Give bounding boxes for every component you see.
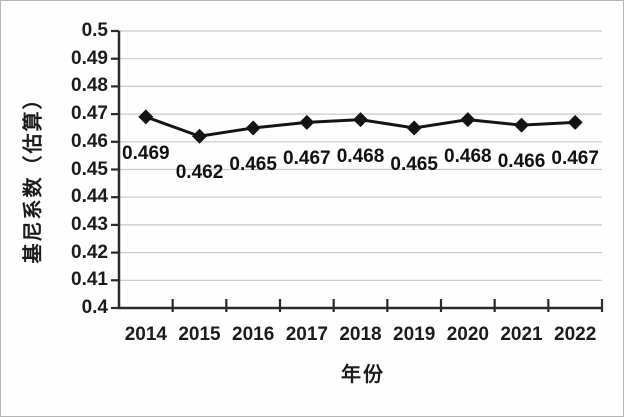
x-tick-label: 2018: [339, 324, 382, 345]
data-point-marker: [138, 109, 154, 125]
y-tick-label: 0.5: [81, 20, 108, 41]
y-tick-label: 0.43: [71, 213, 108, 235]
data-point-label: 0.466: [497, 151, 546, 173]
data-point-marker: [299, 114, 315, 130]
data-point-label: 0.462: [175, 162, 224, 184]
y-tick-label: 0.47: [71, 103, 108, 125]
y-tick-label: 0.44: [71, 186, 108, 208]
data-point-marker: [245, 120, 261, 136]
y-tick-label: 0.41: [71, 269, 108, 291]
x-tick-label: 2017: [285, 324, 328, 345]
data-point-marker: [567, 114, 583, 130]
y-tick-label: 0.45: [71, 158, 108, 180]
data-point-label: 0.465: [229, 153, 277, 175]
data-point-marker: [353, 112, 368, 128]
data-point-label: 0.468: [444, 145, 492, 167]
y-tick-label: 0.49: [71, 47, 108, 69]
x-tick-label: 2015: [178, 324, 221, 345]
x-axis-title: 年份: [341, 364, 385, 386]
data-point-label: 0.465: [390, 153, 438, 175]
y-tick-label: 0.48: [71, 75, 108, 97]
data-point-label: 0.467: [551, 148, 599, 170]
y-axis-title: 基尼系数（估算）: [22, 87, 45, 264]
data-point-marker: [514, 117, 529, 133]
x-tick-label: 2021: [500, 324, 543, 345]
data-point-marker: [460, 112, 476, 128]
x-tick-label: 2016: [232, 324, 275, 345]
data-point-label: 0.469: [122, 142, 170, 164]
y-tick-label: 0.46: [71, 130, 108, 152]
x-tick-label: 2020: [446, 324, 489, 345]
data-point-marker: [406, 120, 422, 136]
data-point-label: 0.467: [283, 148, 331, 170]
x-tick-label: 2019: [393, 324, 436, 345]
x-tick-label: 2022: [554, 324, 597, 345]
y-tick-label: 0.42: [71, 241, 108, 263]
x-tick-label: 2014: [124, 324, 167, 345]
data-point-marker: [192, 128, 207, 144]
y-tick-label: 0.4: [81, 297, 108, 318]
data-point-label: 0.468: [336, 145, 385, 167]
